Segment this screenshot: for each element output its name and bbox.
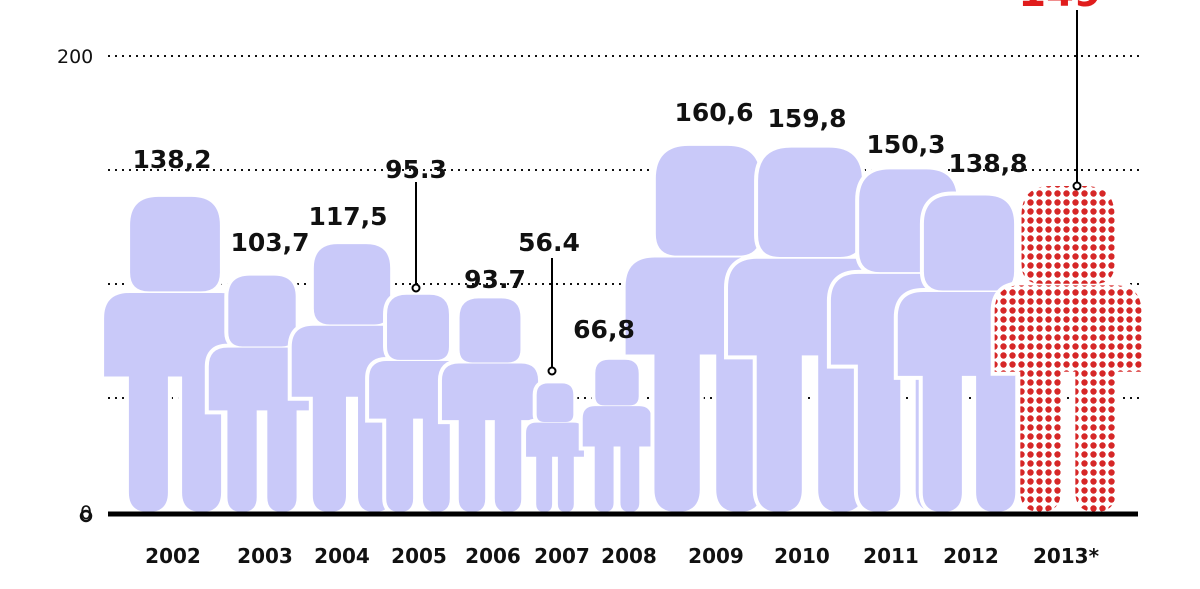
x-tick-label-11: 2013* (1033, 544, 1100, 568)
x-tick-label-0: 2002 (145, 544, 201, 568)
axes (79, 509, 1138, 523)
x-tick-label-7: 2009 (688, 544, 744, 568)
value-label-2011: 150,3 (866, 130, 945, 159)
value-label-2012: 138,8 (948, 149, 1027, 178)
y-tick-label-1: 200 (57, 46, 93, 68)
leader-dot-2007 (547, 366, 557, 376)
value-label-2004: 117,5 (308, 202, 387, 231)
value-label-2003: 103,7 (230, 228, 309, 257)
value-label-2009: 160,6 (674, 98, 753, 127)
figure-2007 (522, 379, 588, 517)
figure-2006 (437, 294, 543, 517)
x-tick-label-6: 2008 (601, 544, 657, 568)
x-tick-label-3: 2005 (391, 544, 447, 568)
zero-marker (79, 509, 93, 523)
value-label-2010: 159,8 (767, 104, 846, 133)
x-tick-label-1: 2003 (237, 544, 293, 568)
leader-dot-2005 (411, 283, 421, 293)
figure-2013* (990, 181, 1146, 517)
x-tick-label-2: 2004 (314, 544, 370, 568)
figures (100, 141, 1146, 517)
highlight-value-label: 149 (1018, 0, 1102, 16)
highlight-leader-dot (1072, 181, 1082, 191)
value-label-2007: 56.4 (518, 228, 580, 257)
value-label-2008: 66,8 (573, 315, 635, 344)
x-tick-label-5: 2007 (534, 544, 590, 568)
value-label-2006: 93.7 (464, 265, 526, 294)
y-tick-label-0: 0 (80, 502, 92, 524)
x-tick-label-10: 2012 (943, 544, 999, 568)
value-label-2005: 95.3 (385, 155, 447, 184)
x-tick-label-8: 2010 (774, 544, 830, 568)
x-tick-label-4: 2006 (465, 544, 521, 568)
figure-2008 (578, 355, 656, 517)
value-label-2002: 138,2 (132, 145, 211, 174)
x-tick-label-9: 2011 (863, 544, 919, 568)
